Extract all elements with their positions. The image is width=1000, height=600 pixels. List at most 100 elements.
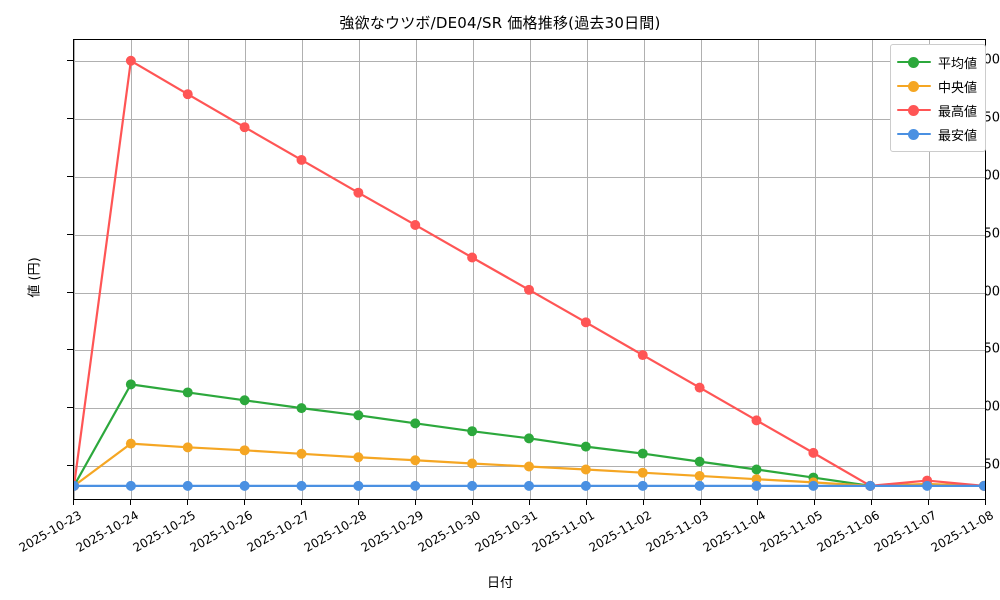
- y-tick-mark: [67, 117, 73, 119]
- data-point: [580, 464, 591, 475]
- gridline-vertical: [530, 40, 531, 499]
- x-tick-mark: [700, 500, 701, 505]
- data-point: [182, 480, 193, 491]
- data-point: [524, 461, 534, 472]
- gridline-vertical: [74, 40, 75, 499]
- data-point: [353, 452, 364, 463]
- gridline-vertical: [701, 40, 702, 499]
- y-axis-label: 値 (円): [27, 257, 43, 298]
- data-point: [410, 220, 421, 230]
- data-point: [182, 387, 193, 398]
- data-point: [296, 154, 307, 165]
- y-tick-mark: [67, 59, 73, 61]
- gridline-vertical: [644, 40, 645, 499]
- data-point: [694, 470, 705, 481]
- gridline-horizontal: [74, 350, 985, 352]
- gridline-horizontal: [74, 176, 985, 178]
- x-tick-mark: [814, 500, 815, 505]
- data-point: [524, 433, 534, 444]
- data-point: [239, 122, 250, 133]
- data-point: [524, 284, 534, 295]
- data-point: [182, 89, 193, 100]
- data-point: [865, 480, 876, 491]
- data-point: [637, 350, 648, 361]
- data-point: [751, 415, 762, 426]
- data-point: [125, 438, 136, 449]
- legend-item-最安値[interactable]: 最安値: [896, 122, 977, 146]
- data-point: [694, 480, 705, 491]
- series-平均値: [74, 379, 985, 491]
- x-axis-label: 日付: [486, 576, 513, 591]
- x-tick-mark: [358, 500, 359, 505]
- data-point: [524, 480, 534, 491]
- chart-title: 強欲なウツボ/DE04/SR 価格推移(過去30日間): [339, 14, 661, 32]
- data-point: [922, 480, 933, 491]
- y-tick-mark: [67, 291, 73, 293]
- data-point: [467, 252, 478, 263]
- legend-swatch-icon: [896, 55, 931, 69]
- legend-swatch-icon: [896, 79, 931, 93]
- legend-item-中央値[interactable]: 中央値: [896, 74, 977, 98]
- y-tick-mark: [67, 233, 73, 235]
- legend-item-平均値[interactable]: 平均値: [896, 50, 977, 74]
- x-tick-mark: [871, 500, 872, 505]
- data-point: [637, 467, 648, 478]
- data-point: [353, 410, 364, 421]
- gridline-vertical: [815, 40, 816, 499]
- gridline-vertical: [929, 40, 930, 499]
- legend-label: 最高値: [937, 104, 977, 120]
- series-最安値: [74, 480, 985, 491]
- data-point: [239, 480, 250, 491]
- data-point: [296, 448, 307, 459]
- data-point: [808, 480, 819, 491]
- data-point: [751, 480, 762, 491]
- data-point: [979, 480, 985, 491]
- legend-item-最高値[interactable]: 最高値: [896, 98, 977, 122]
- gridline-vertical: [302, 40, 303, 499]
- data-point: [637, 448, 648, 459]
- data-point: [74, 480, 79, 491]
- data-point: [125, 379, 136, 390]
- data-point: [353, 480, 364, 491]
- data-point: [580, 441, 591, 452]
- legend-swatch-icon: [896, 103, 931, 117]
- plot-area: [73, 39, 986, 500]
- data-point: [353, 187, 364, 198]
- data-point: [637, 480, 648, 491]
- x-tick-mark: [472, 500, 473, 505]
- gridline-vertical: [758, 40, 759, 499]
- gridline-vertical: [473, 40, 474, 499]
- data-point: [182, 442, 193, 453]
- legend-label: 中央値: [937, 80, 977, 96]
- data-point: [410, 480, 421, 491]
- data-point: [751, 464, 762, 475]
- y-tick-mark: [67, 349, 73, 351]
- gridline-vertical: [131, 40, 132, 499]
- data-point: [125, 480, 136, 491]
- gridline-vertical: [416, 40, 417, 499]
- x-tick-mark: [130, 500, 131, 505]
- data-point: [296, 480, 307, 491]
- y-tick-mark: [67, 407, 73, 409]
- gridline-horizontal: [74, 118, 985, 120]
- legend-swatch-icon: [896, 127, 931, 141]
- data-point: [694, 456, 705, 467]
- series-lines: [74, 55, 985, 491]
- series-最高値: [74, 55, 985, 491]
- data-point: [296, 403, 307, 414]
- y-tick-mark: [67, 175, 73, 177]
- data-point: [580, 480, 591, 491]
- x-tick-mark: [928, 500, 929, 505]
- chart-legend: 平均値中央値最高値最安値: [889, 44, 986, 152]
- gridline-vertical: [188, 40, 189, 499]
- gridline-horizontal: [74, 60, 985, 62]
- x-tick-mark: [187, 500, 188, 505]
- x-tick-mark: [301, 500, 302, 505]
- data-point: [125, 55, 136, 66]
- data-point: [467, 480, 478, 491]
- legend-label: 最安値: [937, 128, 977, 144]
- y-tick-mark: [67, 465, 73, 467]
- x-tick-mark: [643, 500, 644, 505]
- series-line: [74, 59, 985, 487]
